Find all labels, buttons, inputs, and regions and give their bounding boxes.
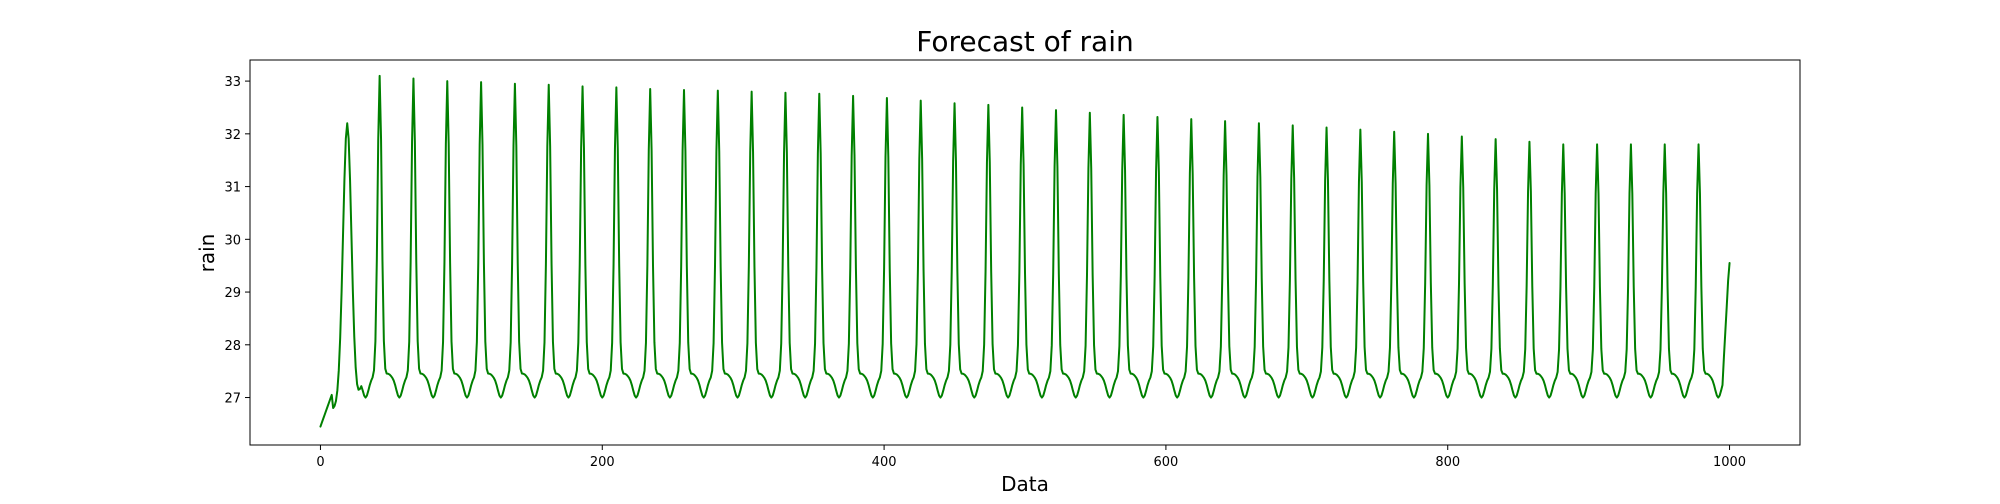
y-axis-label: rain: [195, 234, 219, 273]
y-tick-label: 28: [224, 339, 241, 354]
y-tick-label: 32: [224, 128, 241, 143]
x-axis-ticks: 0 200 400 600 800 1000: [316, 445, 1746, 470]
x-axis-label: Data: [1001, 472, 1049, 496]
y-tick-label: 33: [224, 75, 241, 90]
y-tick-label: 27: [224, 392, 241, 407]
rain-series-line: [319, 74, 1731, 428]
y-tick-label: 31: [224, 181, 241, 196]
x-tick-label: 1000: [1713, 455, 1746, 470]
chart-title: Forecast of rain: [916, 25, 1133, 58]
x-tick-label: 400: [872, 455, 897, 470]
y-tick-label: 30: [224, 233, 241, 248]
y-axis-ticks: 27 28 29 30 31 32 33: [224, 75, 250, 407]
x-tick-label: 200: [590, 455, 615, 470]
x-tick-label: 800: [1435, 455, 1460, 470]
x-tick-label: 600: [1153, 455, 1178, 470]
y-tick-label: 29: [224, 286, 241, 301]
x-tick-label: 0: [316, 455, 324, 470]
